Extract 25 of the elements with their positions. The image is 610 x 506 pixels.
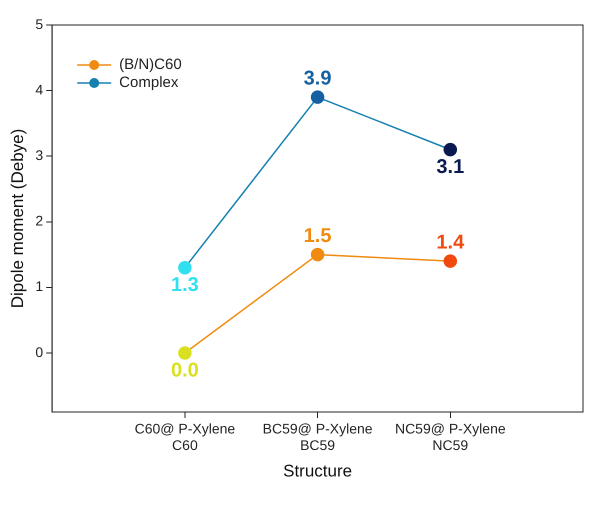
point [178, 346, 192, 360]
y-tick-label: 0 [35, 344, 44, 360]
data-label: 1.5 [304, 225, 332, 248]
legend-label: Complex [119, 74, 179, 92]
point [310, 248, 324, 262]
legend-label: (B/N)C60 [119, 56, 182, 74]
x-axis-title: Structure [283, 461, 352, 480]
y-tick-label: 3 [35, 147, 44, 164]
data-label: 3.1 [436, 156, 464, 178]
x-tick-label: C60@ P-Xylene C60 [134, 420, 236, 454]
point [310, 90, 324, 104]
data-label: 1.3 [170, 274, 199, 296]
y-tick-label: 1 [35, 278, 44, 294]
y-tick-label: 4 [35, 81, 44, 98]
point [444, 142, 458, 156]
data-label: 1.4 [436, 232, 466, 254]
point [178, 260, 192, 274]
y-tick-label: 2 [35, 212, 44, 229]
x-tick-label: NC59@ P-Xylene NC59 [394, 420, 506, 454]
y-tick-label: 5 [35, 16, 44, 32]
y-axis-title: Dipole moment (Debye) [8, 128, 27, 308]
point [444, 254, 458, 268]
x-tick-label: BC59@ P-Xylene BC59 [262, 420, 373, 454]
data-label: 0.0 [170, 359, 199, 382]
data-label: 3.9 [304, 68, 332, 90]
